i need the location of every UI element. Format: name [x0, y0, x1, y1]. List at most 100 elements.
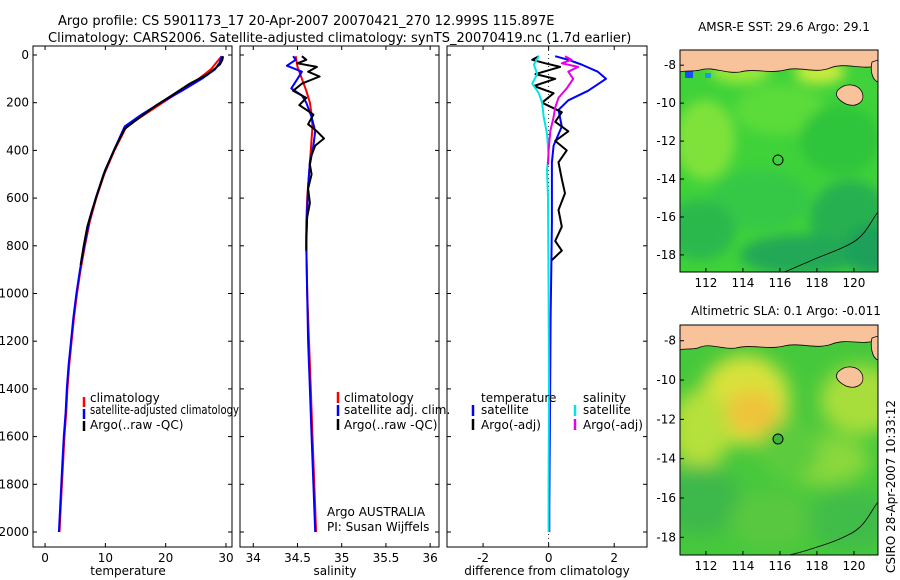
salinity-axes-frame	[239, 45, 440, 548]
difference-panel: -2 0 2 difference from climatology tempera…	[446, 45, 648, 578]
altimetric-sla-map-xtick-label: 116	[768, 559, 791, 573]
altimetric-sla-map-xtick-label: 114	[731, 559, 754, 573]
difference-lines	[531, 46, 607, 547]
salinity-panel: 34 34.5 35 35.5 36 salinity climatology sate…	[239, 45, 450, 578]
difference-xtick-label: 0	[545, 551, 553, 565]
figure-title-line1: Argo profile: CS 5901173_17 20-Apr-2007 …	[58, 14, 554, 29]
temperature-axes-frame	[32, 45, 233, 548]
temperature-legend-argo: Argo(..raw -QC)	[90, 418, 183, 432]
sla-map-title: Altimetric SLA: 0.1 Argo: -0.011	[691, 304, 881, 318]
temperature-legend: climatology satellite-adjusted climatolo…	[82, 391, 239, 432]
temperature-xtick-label: 20	[158, 551, 173, 565]
sla-map-field	[680, 325, 878, 555]
argo-country-annotation: Argo AUSTRALIA	[327, 505, 426, 519]
temperature-xtick-label: 0	[41, 551, 49, 565]
figure-title-line2: Climatology: CARS2006. Satellite-adjuste…	[48, 31, 631, 46]
temperature-series-satellite-adjusted-climatology	[57, 55, 223, 533]
temperature-ticks: 0 10 20 30 0 200 400 600 800 1000 1200 1400 1600 1800…	[0, 46, 234, 565]
difference-legend-temperature-argo: Argo(-adj)	[481, 418, 541, 432]
difference-series-salinity-argo-adj	[547, 55, 580, 165]
salinity-ticks: 34 34.5 35 35.5 36	[240, 46, 439, 565]
amsre-sst-map-xtick-label: 118	[805, 276, 828, 290]
altimetric-sla-map-ytick-label: -8	[664, 334, 676, 348]
amsre-sst-map-xtick-label: 120	[842, 276, 865, 290]
temperature-panel: 0 10 20 30 0 200 400 600 800 1000 1200 1400 1600 1800…	[0, 45, 239, 578]
difference-axes-frame	[446, 45, 648, 548]
altimetric-sla-map-xtick-label: 118	[805, 559, 828, 573]
sla-map-ticks: 112 114 116 118 120 -8 -10 -12 -14 -16 -18	[656, 334, 865, 573]
difference-legend-temperature-heading: temperature	[481, 391, 556, 405]
amsre-sst-map-ytick-label: -10	[656, 96, 676, 110]
salinity-legend-satellite: satellite adj. clim.	[344, 403, 450, 417]
temperature-ytick-label: 1200	[0, 334, 29, 348]
amsre-sst-map-xtick-label: 112	[694, 276, 717, 290]
difference-series-salinity-satellite	[531, 55, 550, 532]
sla-map-panel: Altimetric SLA: 0.1 Argo: -0.011 112 114 1…	[656, 304, 881, 573]
sst-argo-float-marker	[772, 154, 784, 166]
argo-pi-annotation: PI: Susan Wijffels	[327, 520, 429, 534]
salinity-legend-argo: Argo(..raw -QC)	[344, 418, 437, 432]
amsre-sst-map-ytick-label: -18	[656, 248, 676, 262]
temperature-legend-climatology: climatology	[90, 391, 160, 405]
salinity-series-satellite-adj-clim	[285, 55, 317, 533]
temperature-ytick-label: 800	[6, 239, 29, 253]
amsre-sst-map-ytick-label: -12	[656, 134, 676, 148]
difference-legend-salinity-satellite: satellite	[583, 403, 631, 417]
altimetric-sla-map-ytick-label: -12	[656, 412, 676, 426]
temperature-ytick-label: 1800	[0, 477, 29, 491]
altimetric-sla-map-ytick-label: -16	[656, 491, 676, 505]
altimetric-sla-map-xtick-label: 120	[842, 559, 865, 573]
temperature-ytick-label: 600	[6, 191, 29, 205]
amsre-sst-map-ytick-label: -14	[656, 172, 676, 186]
salinity-xtick-label: 36	[423, 551, 438, 565]
csiro-timestamp-label: CSIRO 28-Apr-2007 10:33:12	[884, 400, 898, 573]
temperature-series-argo-raw-qc	[79, 56, 224, 266]
altimetric-sla-map-ytick-label: -14	[656, 452, 676, 466]
altimetric-sla-map-xtick-label: 112	[694, 559, 717, 573]
sst-map-frame	[679, 49, 879, 273]
temperature-lines	[57, 55, 224, 533]
salinity-xtick-label: 35.5	[373, 551, 400, 565]
difference-xlabel: difference from climatology	[464, 564, 630, 578]
salinity-xtick-label: 35	[334, 551, 349, 565]
salinity-lines	[285, 55, 325, 533]
salinity-xtick-label: 34.5	[284, 551, 311, 565]
temperature-ytick-label: 2000	[0, 525, 29, 539]
temperature-ytick-label: 200	[6, 96, 29, 110]
temperature-xlabel: temperature	[90, 564, 165, 578]
temperature-ytick-label: 0	[21, 48, 29, 62]
salinity-xlabel: salinity	[313, 564, 356, 578]
amsre-sst-map-xtick-label: 114	[731, 276, 754, 290]
difference-series-temperature-satellite	[548, 55, 607, 532]
difference-xtick-label: 2	[610, 551, 618, 565]
temperature-ytick-label: 400	[6, 143, 29, 157]
altimetric-sla-map-ytick-label: -18	[656, 530, 676, 544]
temperature-xtick-label: 10	[98, 551, 113, 565]
salinity-xtick-label: 34	[246, 551, 261, 565]
sst-map-ticks: 112 114 116 118 120 -8 -10 -12 -14 -16 -18	[656, 58, 865, 290]
temperature-ytick-label: 1600	[0, 430, 29, 444]
sla-map-frame	[679, 324, 879, 556]
difference-legend-salinity-argo: Argo(-adj)	[583, 418, 643, 432]
temperature-ytick-label: 1000	[0, 287, 29, 301]
sst-map-field	[680, 50, 878, 272]
altimetric-sla-map-ytick-label: -10	[656, 373, 676, 387]
sla-argo-float-marker	[772, 433, 784, 445]
amsre-sst-map-ytick-label: -8	[664, 58, 676, 72]
difference-legend: temperature satellite Argo(-adj) salinit…	[471, 391, 643, 432]
difference-series-temperature-argo-adj	[531, 55, 570, 261]
difference-xtick-label: -2	[477, 551, 489, 565]
salinity-legend-climatology: climatology	[344, 391, 414, 405]
temperature-xtick-label: 30	[218, 551, 233, 565]
sst-map-title: AMSR-E SST: 29.6 Argo: 29.1	[698, 20, 870, 34]
temperature-legend-satellite: satellite-adjusted climatology	[90, 403, 239, 417]
difference-legend-salinity-heading: salinity	[583, 391, 626, 405]
temperature-series-climatology	[58, 55, 223, 533]
temperature-ytick-label: 1400	[0, 382, 29, 396]
difference-legend-temperature-satellite: satellite	[481, 403, 529, 417]
sst-map-panel: AMSR-E SST: 29.6 Argo: 29.1	[656, 20, 879, 290]
amsre-sst-map-ytick-label: -16	[656, 210, 676, 224]
salinity-series-argo-raw-qc	[292, 55, 325, 251]
difference-ticks: -2 0 2	[447, 46, 647, 565]
